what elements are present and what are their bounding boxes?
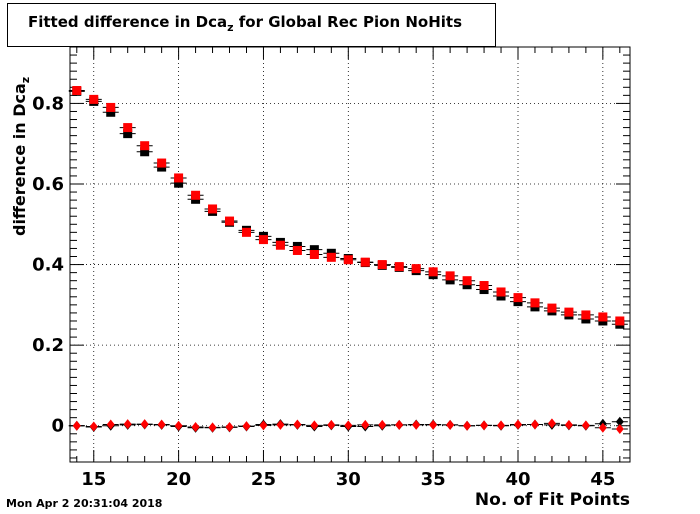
data-point [395, 419, 404, 430]
data-point [275, 240, 285, 250]
data-point [428, 267, 438, 277]
data-point [276, 419, 285, 430]
x-tick-label: 40 [505, 469, 530, 490]
data-point [89, 94, 99, 104]
data-point [123, 129, 133, 139]
x-axis-label: No. of Fit Points [474, 490, 630, 510]
data-point [344, 420, 353, 431]
data-point [259, 420, 268, 431]
y-tick-label: 0.6 [32, 174, 64, 195]
data-point [106, 102, 116, 112]
data-point [446, 419, 455, 430]
plot-frame [69, 46, 631, 463]
data-point [412, 419, 421, 430]
data-point [258, 235, 268, 245]
data-point [174, 420, 183, 431]
data-point [123, 419, 132, 430]
y-tick-label: 0 [51, 416, 64, 437]
data-point [598, 422, 607, 433]
data-point [530, 298, 540, 308]
data-point [496, 287, 506, 297]
data-point [480, 420, 489, 431]
y-axis-label: difference in Dcaz [10, 76, 33, 236]
data-point [343, 255, 353, 265]
y-tick-label: 0.8 [32, 93, 64, 114]
data-point [463, 420, 472, 431]
data-point [514, 419, 522, 430]
data-point [174, 178, 184, 188]
data-point [445, 271, 455, 281]
data-point [327, 419, 336, 430]
data-point [123, 123, 133, 133]
data-point [292, 245, 302, 255]
data-point [564, 307, 574, 317]
data-point [310, 420, 319, 431]
x-tick-label: 20 [166, 469, 191, 490]
data-point [140, 147, 150, 157]
data-point [497, 420, 506, 431]
data-point [479, 281, 489, 291]
data-point [309, 245, 319, 255]
data-point [174, 173, 184, 183]
data-point [157, 419, 166, 430]
data-point [615, 316, 625, 326]
data-point [411, 264, 421, 274]
data-point [140, 141, 150, 151]
data-point [208, 422, 217, 433]
data-point [377, 260, 387, 270]
x-tick-label: 35 [421, 469, 446, 490]
data-point [140, 419, 149, 430]
timestamp-footer: Mon Apr 2 20:31:04 2018 [6, 497, 163, 510]
data-point [581, 310, 591, 320]
data-point [72, 420, 81, 431]
x-tick-label: 25 [251, 469, 276, 490]
y-tick-label: 0.2 [32, 335, 64, 356]
data-point [394, 262, 404, 272]
x-tick-label: 15 [81, 469, 106, 490]
x-tick-label: 30 [336, 469, 361, 490]
data-point [530, 419, 539, 430]
data-point [429, 419, 438, 430]
data-point [361, 419, 370, 430]
data-point [378, 419, 387, 430]
data-point [293, 419, 302, 430]
data-point [106, 419, 115, 430]
data-points [68, 86, 628, 434]
data-point [242, 421, 251, 432]
data-point [513, 293, 523, 303]
x-tick-label: 45 [590, 469, 615, 490]
data-point [72, 86, 82, 96]
data-point [462, 276, 472, 286]
chart-title: Fitted difference in Dcaz for Global Rec… [28, 13, 463, 34]
data-point [547, 303, 557, 313]
data-point [191, 421, 200, 432]
data-point [598, 312, 608, 322]
data-point [225, 421, 234, 432]
data-point [615, 416, 624, 427]
axes: 15 20 25 30 35 40 45 0 0.2 0.4 0.6 0.8 [32, 47, 630, 490]
data-point [191, 190, 201, 200]
data-point [225, 216, 235, 226]
title-box: Fitted difference in Dcaz for Global Rec… [7, 3, 496, 47]
data-point [326, 252, 336, 262]
data-point [208, 204, 218, 214]
y-tick-label: 0.4 [32, 255, 64, 276]
data-point [241, 227, 251, 237]
data-point [360, 257, 370, 267]
data-point [547, 418, 556, 429]
data-point [564, 419, 573, 430]
data-point [106, 107, 116, 117]
data-point [309, 250, 319, 259]
data-point [581, 420, 590, 431]
data-point [615, 423, 624, 434]
data-point [89, 421, 98, 432]
data-point [157, 158, 167, 168]
